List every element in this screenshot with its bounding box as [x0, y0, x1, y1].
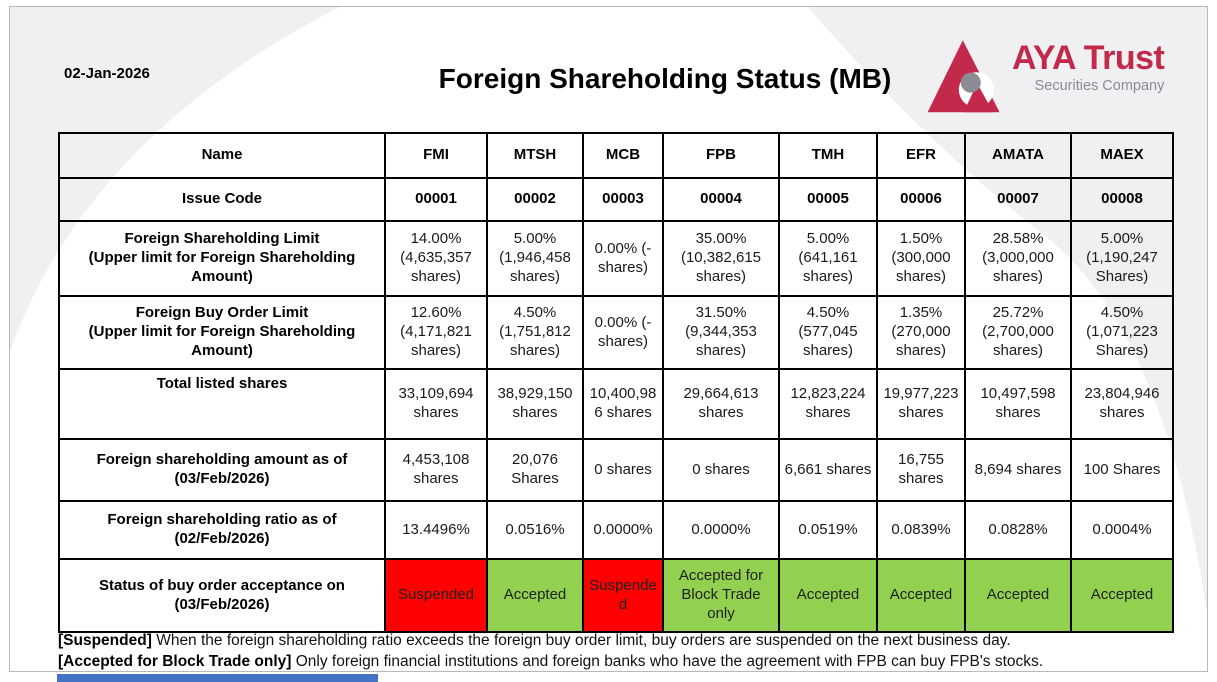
logo-text: AYA Trust Securities Company	[1012, 39, 1165, 94]
table-row-buy-order-status: Status of buy order acceptance on (03/Fe…	[58, 558, 1174, 633]
foreign-buy-order-limit-fpb: 31.50% (9,344,353 shares)	[662, 295, 780, 370]
foreign-buy-order-limit-mcb: 0.00% (- shares)	[582, 295, 664, 370]
foreign-shareholding-amount-maex: 100 Shares	[1070, 438, 1174, 502]
column-header-mcb: MCB	[582, 132, 664, 179]
issue-code-mcb: 00003	[582, 177, 664, 222]
issue-code-fpb: 00004	[662, 177, 780, 222]
buy-order-status-tmh: Accepted	[778, 558, 878, 633]
foreign-shareholding-table: Name FMI MTSH MCB FPB TMH EFR AMATA MAEX Issue Co…	[58, 132, 1174, 633]
foreign-shareholding-limit-fpb: 35.00% (10,382,615 shares)	[662, 220, 780, 297]
foreign-buy-order-limit-fmi: 12.60% (4,171,821 shares)	[384, 295, 488, 370]
table-row-foreign-shareholding-limit: Foreign Shareholding Limit (Upper limit …	[58, 220, 1174, 297]
row-label-foreign-shareholding-limit: Foreign Shareholding Limit (Upper limit …	[58, 220, 386, 297]
issue-code-mtsh: 00002	[486, 177, 584, 222]
bottom-blue-bar	[57, 674, 378, 682]
foreign-shareholding-amount-mtsh: 20,076 Shares	[486, 438, 584, 502]
column-header-maex: MAEX	[1070, 132, 1174, 179]
footnotes: [Suspended] When the foreign shareholdin…	[58, 631, 1188, 671]
foreign-shareholding-ratio-efr: 0.0839%	[876, 500, 966, 560]
foreign-shareholding-ratio-mtsh: 0.0516%	[486, 500, 584, 560]
total-listed-shares-mcb: 10,400,986 shares	[582, 368, 664, 440]
table-row-foreign-shareholding-ratio: Foreign shareholding ratio as of (02/Feb…	[58, 500, 1174, 560]
total-listed-shares-efr: 19,977,223 shares	[876, 368, 966, 440]
footnote-block-trade: [Accepted for Block Trade only] Only for…	[58, 652, 1188, 671]
report-date: 02-Jan-2026	[64, 65, 150, 82]
foreign-shareholding-limit-efr: 1.50% (300,000 shares)	[876, 220, 966, 297]
buy-order-status-amata: Accepted	[964, 558, 1072, 633]
company-logo: AYA Trust Securities Company	[926, 33, 1198, 123]
column-header-tmh: TMH	[778, 132, 878, 179]
foreign-buy-order-limit-mtsh: 4.50% (1,751,812 shares)	[486, 295, 584, 370]
total-listed-shares-fpb: 29,664,613 shares	[662, 368, 780, 440]
foreign-shareholding-ratio-tmh: 0.0519%	[778, 500, 878, 560]
total-listed-shares-maex: 23,804,946 shares	[1070, 368, 1174, 440]
foreign-shareholding-ratio-mcb: 0.0000%	[582, 500, 664, 560]
footnote-text: When the foreign shareholding ratio exce…	[156, 632, 1011, 649]
issue-code-fmi: 00001	[384, 177, 488, 222]
foreign-shareholding-amount-amata: 8,694 shares	[964, 438, 1072, 502]
issue-code-tmh: 00005	[778, 177, 878, 222]
logo-subtitle: Securities Company	[1034, 77, 1165, 94]
total-listed-shares-amata: 10,497,598 shares	[964, 368, 1072, 440]
foreign-shareholding-limit-maex: 5.00% (1,190,247 Shares)	[1070, 220, 1174, 297]
table-row-issue-code: Issue Code 00001 00002 00003 00004 00005 00006…	[58, 177, 1174, 222]
logo-company-name: AYA Trust	[1012, 39, 1165, 77]
issue-code-amata: 00007	[964, 177, 1072, 222]
foreign-shareholding-limit-tmh: 5.00% (641,161 shares)	[778, 220, 878, 297]
name-column-header: Name	[58, 132, 386, 179]
issue-code-maex: 00008	[1070, 177, 1174, 222]
foreign-shareholding-limit-mtsh: 5.00% (1,946,458 shares)	[486, 220, 584, 297]
foreign-shareholding-limit-mcb: 0.00% (- shares)	[582, 220, 664, 297]
table-row-foreign-shareholding-amount: Foreign shareholding amount as of (03/Fe…	[58, 438, 1174, 502]
buy-order-status-fpb: Accepted for Block Trade only	[662, 558, 780, 633]
column-header-fmi: FMI	[384, 132, 488, 179]
column-header-amata: AMATA	[964, 132, 1072, 179]
footnote-text: Only foreign financial institutions and …	[295, 652, 1044, 670]
foreign-shareholding-amount-fmi: 4,453,108 shares	[384, 438, 488, 502]
footnote-tag: [Suspended]	[58, 632, 152, 649]
foreign-shareholding-ratio-amata: 0.0828%	[964, 500, 1072, 560]
foreign-shareholding-limit-fmi: 14.00% (4,635,357 shares)	[384, 220, 488, 297]
foreign-shareholding-amount-fpb: 0 shares	[662, 438, 780, 502]
row-label-total-listed-shares: Total listed shares	[58, 368, 386, 440]
footnote-suspended: [Suspended] When the foreign shareholdin…	[58, 631, 1188, 652]
foreign-shareholding-limit-amata: 28.58% (3,000,000 shares)	[964, 220, 1072, 297]
foreign-buy-order-limit-tmh: 4.50% (577,045 shares)	[778, 295, 878, 370]
triangle-logo-icon	[927, 40, 1000, 113]
total-listed-shares-tmh: 12,823,224 shares	[778, 368, 878, 440]
foreign-shareholding-ratio-fpb: 0.0000%	[662, 500, 780, 560]
page-title: Foreign Shareholding Status (MB)	[438, 63, 892, 94]
buy-order-status-mtsh: Accepted	[486, 558, 584, 633]
column-header-fpb: FPB	[662, 132, 780, 179]
buy-order-status-mcb: Suspended	[582, 558, 664, 633]
row-label-issue-code: Issue Code	[58, 177, 386, 222]
foreign-shareholding-amount-mcb: 0 shares	[582, 438, 664, 502]
total-listed-shares-fmi: 33,109,694 shares	[384, 368, 488, 440]
buy-order-status-efr: Accepted	[876, 558, 966, 633]
column-header-efr: EFR	[876, 132, 966, 179]
foreign-shareholding-ratio-fmi: 13.4496%	[384, 500, 488, 560]
foreign-buy-order-limit-amata: 25.72% (2,700,000 shares)	[964, 295, 1072, 370]
buy-order-status-fmi: Suspended	[384, 558, 488, 633]
row-label-foreign-shareholding-amount: Foreign shareholding amount as of (03/Fe…	[58, 438, 386, 502]
row-label-buy-order-status: Status of buy order acceptance on (03/Fe…	[58, 558, 386, 633]
buy-order-status-maex: Accepted	[1070, 558, 1174, 633]
foreign-shareholding-amount-tmh: 6,661 shares	[778, 438, 878, 502]
issue-code-efr: 00006	[876, 177, 966, 222]
foreign-shareholding-ratio-maex: 0.0004%	[1070, 500, 1174, 560]
table-row-foreign-buy-order-limit: Foreign Buy Order Limit (Upper limit for…	[58, 295, 1174, 370]
foreign-buy-order-limit-efr: 1.35% (270,000 shares)	[876, 295, 966, 370]
table-row-total-listed-shares: Total listed shares 33,109,694 shares 38,9…	[58, 368, 1174, 440]
footnote-tag: [Accepted for Block Trade only]	[58, 652, 292, 670]
row-label-foreign-shareholding-ratio: Foreign shareholding ratio as of (02/Feb…	[58, 500, 386, 560]
total-listed-shares-mtsh: 38,929,150 shares	[486, 368, 584, 440]
foreign-shareholding-amount-efr: 16,755 shares	[876, 438, 966, 502]
column-header-mtsh: MTSH	[486, 132, 584, 179]
foreign-buy-order-limit-maex: 4.50% (1,071,223 Shares)	[1070, 295, 1174, 370]
row-label-foreign-buy-order-limit: Foreign Buy Order Limit (Upper limit for…	[58, 295, 386, 370]
slide: 02-Jan-2026 Foreign Shareholding Status …	[9, 6, 1208, 672]
